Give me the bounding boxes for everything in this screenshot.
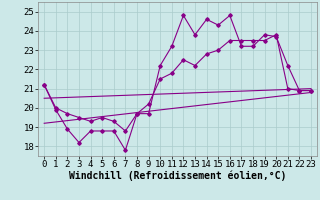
X-axis label: Windchill (Refroidissement éolien,°C): Windchill (Refroidissement éolien,°C) [69, 171, 286, 181]
